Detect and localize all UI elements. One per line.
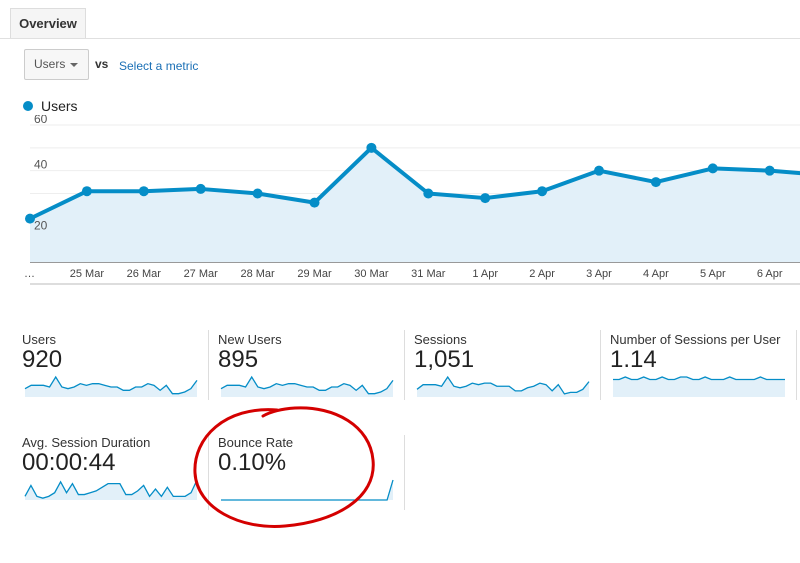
metric-divider (600, 330, 601, 400)
users-line-chart: 20 40 60 … 25 Mar 26 Mar 27 Mar 28 Mar 29 Mar 30 … (24, 115, 800, 285)
x-tick-label: 27 Mar (184, 268, 219, 280)
x-tick-label: 29 Mar (297, 268, 332, 280)
x-tick-label: 6 Apr (757, 268, 783, 280)
data-point[interactable] (480, 193, 491, 204)
metric-label: Sessions (414, 332, 467, 347)
data-point[interactable] (309, 197, 320, 208)
data-point[interactable] (138, 186, 149, 197)
x-tick-label: 2 Apr (529, 268, 555, 280)
sparkline-line (24, 375, 198, 395)
area-fill (30, 147, 800, 262)
select-metric-link[interactable]: Select a metric (119, 59, 199, 73)
sparkline-fill (613, 377, 785, 397)
metric-value: 00:00:44 (22, 449, 116, 476)
x-tick-label: 25 Mar (70, 268, 105, 280)
metric-sparkline (220, 375, 394, 397)
y-tick-label: 60 (34, 115, 48, 126)
x-tick-label: … (24, 268, 35, 280)
data-point[interactable] (650, 177, 661, 188)
x-tick-label: 5 Apr (700, 268, 726, 280)
metric-sparkline (24, 375, 198, 397)
tab-divider (0, 38, 800, 39)
metric-label: Bounce Rate (218, 435, 294, 450)
metric-divider (208, 435, 209, 510)
data-point[interactable] (764, 165, 775, 176)
metric-sparkline (416, 375, 590, 397)
data-point[interactable] (366, 142, 377, 153)
x-tick-label: 30 Mar (354, 268, 389, 280)
data-point[interactable] (81, 186, 92, 197)
sparkline-line (220, 375, 394, 395)
metric-dropdown-label: Users (34, 57, 66, 71)
caret-down-icon (70, 63, 78, 67)
metric-divider (796, 330, 797, 400)
metric-divider (404, 330, 405, 400)
sparkline-line (613, 376, 785, 381)
sparkline-line (416, 375, 590, 395)
metric-value: 0.10% (218, 449, 287, 476)
x-tick-label: 1 Apr (472, 268, 498, 280)
legend-label: Users (41, 98, 78, 114)
metric-value: 1.14 (610, 346, 657, 373)
data-point[interactable] (252, 188, 263, 199)
metric-sparkline (24, 479, 198, 500)
metric-value: 920 (22, 346, 63, 373)
x-tick-label: 26 Mar (127, 268, 162, 280)
metric-divider (208, 330, 209, 400)
sparkline-fill (417, 377, 589, 397)
vs-label: vs (95, 57, 109, 71)
metric-dropdown[interactable]: Users (24, 49, 89, 80)
metric-divider (404, 435, 405, 510)
data-point[interactable] (25, 213, 35, 224)
metric-value: 1,051 (414, 346, 475, 373)
x-tick-label: 3 Apr (586, 268, 612, 280)
data-point[interactable] (195, 183, 206, 194)
sparkline-line (221, 479, 394, 501)
x-tick-label: 31 Mar (411, 268, 446, 280)
metric-value: 895 (218, 346, 259, 373)
data-point[interactable] (707, 163, 718, 174)
y-tick-label: 20 (34, 218, 48, 232)
metric-sparkline (613, 376, 785, 397)
metric-label: Number of Sessions per User (610, 332, 781, 347)
metric-label: New Users (218, 332, 282, 347)
red-circle-annotation (193, 406, 375, 528)
sparkline-line (24, 479, 198, 499)
x-tick-label: 28 Mar (240, 268, 275, 280)
metric-label: Users (22, 332, 56, 347)
y-tick-label: 40 (34, 158, 48, 172)
data-point[interactable] (423, 188, 434, 199)
x-tick-label: 4 Apr (643, 268, 669, 280)
data-point[interactable] (537, 186, 548, 197)
legend-dot-icon (23, 101, 33, 111)
tab-overview[interactable]: Overview (10, 8, 86, 38)
sparkline-fill (25, 480, 197, 500)
metric-sparkline (221, 479, 394, 501)
data-point[interactable] (594, 165, 604, 176)
metric-label: Avg. Session Duration (22, 435, 151, 450)
